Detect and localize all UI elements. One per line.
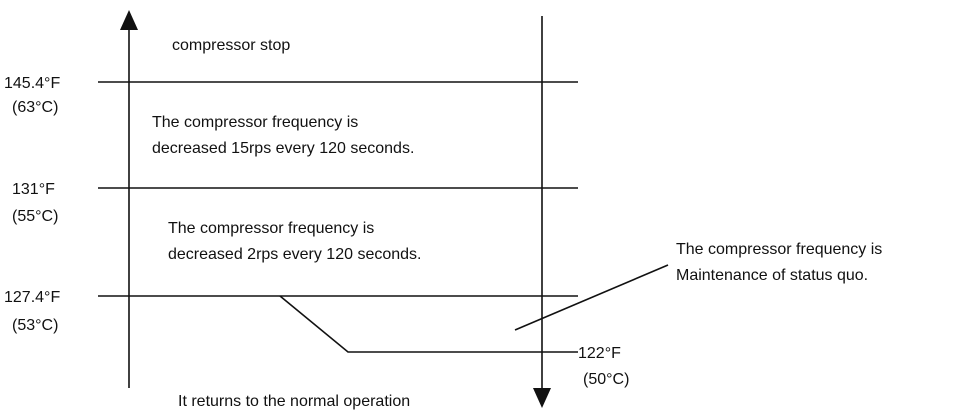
text-line: decreased 2rps every 120 seconds. (168, 246, 421, 263)
threshold-c: (55°C) (12, 208, 58, 225)
zone-label: The compressor frequency is Maintenance o… (676, 241, 882, 284)
threshold-f: 145.4°F (4, 75, 60, 92)
text-line: The compressor frequency is (676, 241, 882, 258)
threshold-f: 127.4°F (4, 289, 60, 306)
threshold-f: 131°F (12, 181, 55, 198)
zone-label: compressor stop (172, 37, 290, 54)
threshold-c: (63°C) (12, 99, 58, 116)
text-line: 131°F (12, 181, 55, 198)
text-line: Maintenance of status quo. (676, 267, 868, 284)
leader-line (514, 264, 669, 331)
text-line: compressor stop (172, 37, 290, 54)
text-line: 122°F (578, 345, 621, 362)
zone-label: The compressor frequency is decreased 15r… (152, 114, 414, 157)
text-line: (63°C) (12, 99, 58, 116)
threshold-c: (50°C) (583, 371, 629, 388)
zone-label: The compressor frequency is decreased 2rp… (168, 220, 421, 263)
down-arrow (533, 388, 551, 408)
text-line: 127.4°F (4, 289, 60, 306)
text-line: (53°C) (12, 317, 58, 334)
text-line: The compressor frequency is (152, 114, 358, 131)
return-line (279, 295, 578, 353)
text-line: (55°C) (12, 208, 58, 225)
text-line: The compressor frequency is (168, 220, 374, 237)
zone-label: It returns to the normal operation (178, 393, 410, 410)
threshold-c: (53°C) (12, 317, 58, 334)
text-line: decreased 15rps every 120 seconds. (152, 140, 414, 157)
text-line: It returns to the normal operation (178, 393, 410, 410)
text-line: 145.4°F (4, 75, 60, 92)
threshold-f: 122°F (578, 345, 621, 362)
text-line: (50°C) (583, 371, 629, 388)
up-arrow (120, 10, 138, 30)
